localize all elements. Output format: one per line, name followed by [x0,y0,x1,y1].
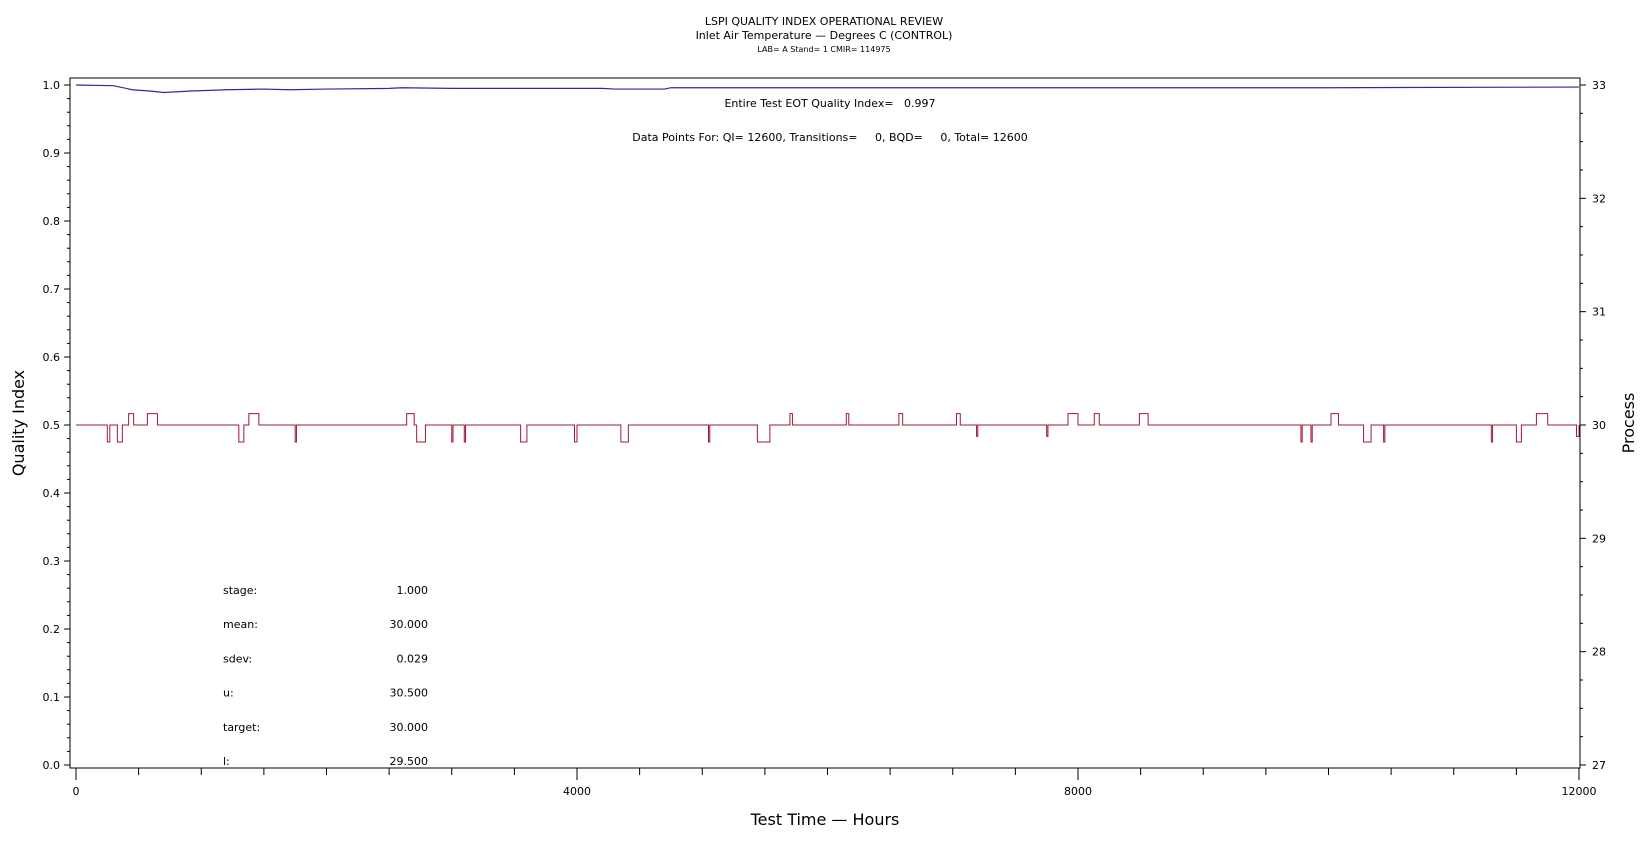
y-left-axis-label: Quality Index [9,370,28,476]
y-left-tick-label: 0.4 [43,487,61,500]
y-right-tick-label: 31 [1592,306,1606,319]
stat-value: 30.000 [390,721,429,734]
y-left-tick-label: 0.0 [43,759,61,772]
y-right-tick-label: 29 [1592,532,1606,545]
x-axis-label: Test Time — Hours [750,810,900,829]
y-left-tick-label: 0.1 [43,691,61,704]
x-tick-label: 8000 [1064,785,1092,798]
y-right-tick-label: 33 [1592,79,1606,92]
y-right-axis-label: Process [1619,393,1638,454]
stat-label: sdev: [223,652,252,665]
plot-frame [69,77,1581,769]
stat-value: 30.500 [390,687,429,700]
y-left-tick-label: 0.5 [43,419,61,432]
y-right-tick-label: 30 [1592,419,1606,432]
stat-value: 29.500 [390,755,429,768]
quality-index-series-line [75,84,1580,94]
y-left-tick-label: 0.6 [43,351,61,364]
stat-label: l: [223,755,230,768]
y-left-tick-label: 0.2 [43,623,61,636]
chart-subtitle: Inlet Air Temperature — Degrees C (CONTR… [696,29,953,42]
x-tick-label: 0 [73,785,80,798]
y-right-axis-ticks: 27 28 29 30 31 32 33 [1580,79,1606,772]
stats-block: stage: 1.000 mean: 30.000 sdev: 0.029 u: 30.500… [223,584,428,768]
stat-label: target: [223,721,260,734]
process-series-line [76,413,1580,443]
x-tick-label: 12000 [1562,785,1597,798]
y-right-tick-label: 32 [1592,192,1606,205]
y-right-tick-label: 27 [1592,759,1606,772]
stat-value: 0.029 [397,652,429,665]
y-left-tick-label: 1.0 [43,79,61,92]
y-right-tick-label: 28 [1592,646,1606,659]
stat-value: 1.000 [397,584,429,597]
x-axis-ticks: 0 4000 8000 12000 [73,768,1597,798]
y-left-axis-ticks: 0.0 0.1 0.2 0.3 0.4 0.5 0.6 0.7 0.8 0.9 1.0 [43,79,70,772]
annotation-quality-index: Entire Test EOT Quality Index= 0.997 [724,97,935,110]
stat-label: mean: [223,618,258,631]
chart-title: LSPI QUALITY INDEX OPERATIONAL REVIEW [705,15,943,28]
chart-subtitle-2: LAB= A Stand= 1 CMIR= 114975 [757,45,890,54]
y-left-tick-label: 0.3 [43,555,61,568]
stat-label: u: [223,687,234,700]
stat-value: 30.000 [390,618,429,631]
annotation-data-points: Data Points For: QI= 12600, Transitions=… [632,131,1027,144]
stat-label: stage: [223,584,257,597]
y-left-tick-label: 0.7 [43,283,61,296]
y-left-tick-label: 0.8 [43,215,61,228]
y-left-tick-label: 0.9 [43,147,61,160]
x-tick-label: 4000 [563,785,591,798]
